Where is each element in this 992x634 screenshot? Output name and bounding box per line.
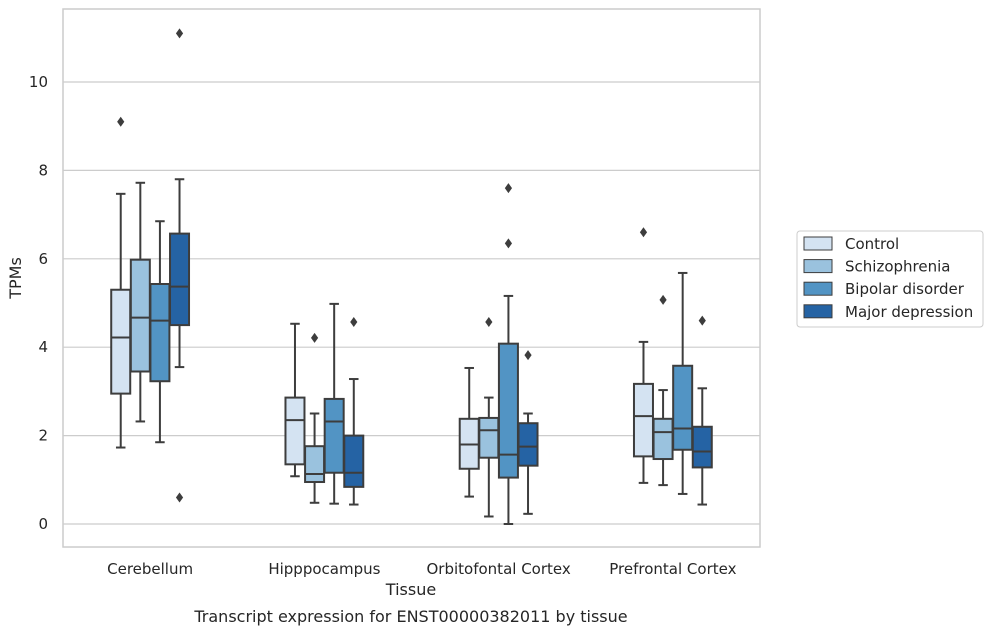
outlier-point — [117, 116, 125, 127]
legend-label: Bipolar disorder — [845, 280, 965, 298]
box-bipolar-disorder — [672, 271, 694, 495]
box-bipolar-disorder — [149, 220, 171, 444]
box-body — [497, 342, 519, 479]
x-tick-label: Cerebellum — [107, 560, 193, 578]
outlier-point — [350, 317, 358, 328]
box-control — [110, 116, 132, 449]
y-tick-label: 2 — [38, 427, 48, 445]
legend-swatch — [803, 304, 833, 319]
box-schizophrenia — [304, 332, 326, 504]
box-body — [478, 416, 500, 459]
box-major-depression — [343, 317, 365, 506]
plot-background — [63, 9, 760, 547]
box-major-depression — [517, 350, 539, 515]
y-axis-label: TPMs — [6, 257, 25, 300]
y-tick-label: 0 — [38, 515, 48, 533]
x-tick-labels: Cerebellum Hipppocampus Orbitofontal Corte… — [107, 560, 736, 578]
legend-label: Control — [845, 235, 899, 253]
outlier-point — [504, 238, 513, 249]
x-axis-label: Tissue — [385, 580, 436, 599]
x-tick-label: Orbitofontal Cortex — [427, 560, 571, 578]
box-body — [110, 288, 132, 395]
plot-frame — [62, 8, 761, 548]
legend-label: Major depression — [845, 303, 973, 321]
box-body — [632, 382, 654, 458]
y-tick-label: 4 — [38, 338, 48, 356]
box-bipolar-disorder — [497, 183, 519, 525]
box-body — [672, 364, 694, 451]
box-body — [149, 282, 171, 383]
outlier-point — [175, 492, 184, 503]
outlier-point — [504, 183, 513, 194]
box-body — [691, 425, 713, 469]
box-schizophrenia — [652, 294, 674, 487]
outlier-point — [485, 317, 493, 328]
box-major-depression — [691, 315, 713, 506]
box-control — [458, 366, 480, 498]
legend-label: Schizophrenia — [845, 258, 950, 276]
box-body — [304, 445, 326, 484]
y-tick-label: 6 — [38, 250, 48, 268]
y-tick-label: 10 — [29, 73, 48, 91]
box-major-depression — [169, 28, 191, 503]
box-body — [323, 397, 345, 474]
x-tick-label: Hipppocampus — [268, 560, 380, 578]
legend-swatch — [803, 281, 833, 296]
outlier-point — [310, 332, 319, 343]
box-body — [517, 422, 539, 467]
box-control — [284, 322, 306, 478]
legend: Control Schizophrenia Bipolar disorder Majo… — [796, 230, 984, 328]
box-body — [129, 258, 151, 373]
chart-caption: Transcript expression for ENST0000038201… — [193, 607, 627, 626]
outlier-point — [639, 227, 648, 238]
y-tick-label: 8 — [38, 161, 48, 179]
outlier-point — [524, 350, 532, 361]
legend-swatch — [803, 236, 833, 251]
legend-swatch — [803, 259, 833, 274]
box-body — [652, 417, 674, 461]
box-body — [169, 232, 191, 327]
legend-frame — [796, 230, 984, 328]
outlier-point — [659, 294, 667, 305]
box-body — [343, 434, 365, 488]
x-tick-label: Prefrontal Cortex — [609, 560, 736, 578]
box-body — [284, 396, 306, 466]
outlier-point — [175, 28, 184, 39]
outlier-point — [698, 315, 706, 326]
y-tick-labels: 0 2 4 6 8 10 — [29, 73, 48, 533]
boxes — [110, 28, 713, 525]
